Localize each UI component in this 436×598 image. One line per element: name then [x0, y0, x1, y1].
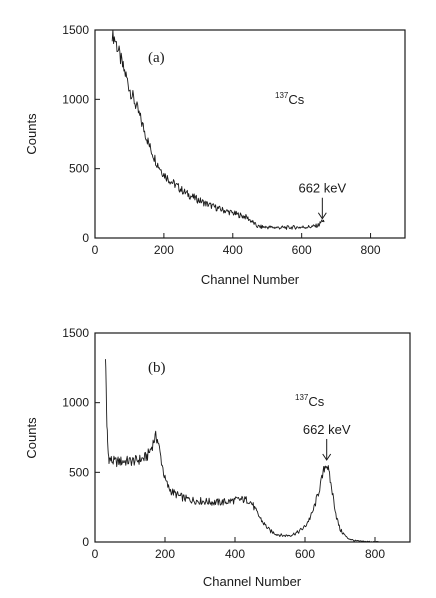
spectrum-line-0	[105, 359, 379, 543]
x-tick-label: 200	[155, 547, 175, 561]
y-tick-label: 1000	[62, 396, 89, 410]
panel-label: (b)	[148, 360, 166, 376]
isotope-label: 137Cs	[275, 91, 305, 107]
photopeak-annotation: 662 keV	[298, 181, 346, 196]
y-tick-label: 1500	[62, 23, 89, 37]
panel-b-chart: 0 200 400 600 800 0 500 1000 1500 Channel Number C…	[24, 326, 411, 589]
photopeak-annotation: 662 keV	[303, 422, 351, 437]
annotation-arrow-head	[317, 212, 327, 220]
x-tick-label: 800	[361, 243, 381, 257]
x-tick-label: 800	[365, 547, 385, 561]
isotope-label: 137Cs	[295, 393, 325, 409]
x-tick-label: 0	[92, 547, 99, 561]
y-tick-label: 1000	[62, 92, 89, 106]
panel-label: (a)	[148, 50, 165, 66]
x-tick-label: 400	[223, 243, 243, 257]
isotope-symbol: Cs	[288, 92, 304, 107]
panel-a-chart: 0 200 400 600 800 0 500 1000 1500 Channel Number C…	[24, 23, 406, 287]
x-axis-title: Channel Number	[201, 272, 300, 287]
x-tick-label: 600	[292, 243, 312, 257]
y-tick-label: 0	[82, 535, 89, 549]
x-tick-label: 0	[92, 243, 99, 257]
y-axis-title: Counts	[24, 113, 39, 155]
plot-frame	[94, 332, 411, 543]
isotope-mass-number: 137	[275, 91, 289, 100]
y-tick-label: 500	[69, 465, 89, 479]
y-tick-label: 500	[69, 162, 89, 176]
y-tick-label: 1500	[62, 326, 89, 340]
y-axis-title: Counts	[24, 417, 39, 459]
isotope-symbol: Cs	[308, 394, 324, 409]
y-tick-label: 0	[82, 231, 89, 245]
isotope-mass-number: 137	[295, 393, 309, 402]
annotation-arrow-head	[322, 453, 332, 461]
spectrum-line-0	[111, 29, 325, 230]
x-tick-label: 200	[154, 243, 174, 257]
x-tick-label: 400	[225, 547, 245, 561]
x-tick-label: 600	[295, 547, 315, 561]
x-axis-title: Channel Number	[203, 574, 302, 589]
plot-frame	[94, 29, 406, 239]
